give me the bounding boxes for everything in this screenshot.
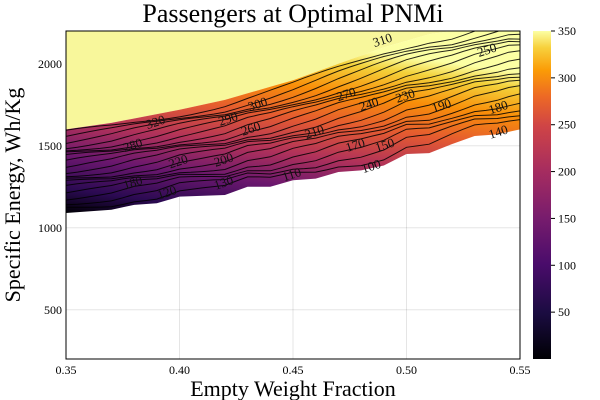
- contour-line: [66, 67, 520, 168]
- contour-label: 300: [246, 94, 269, 114]
- colorbar-ticks: 50 100 150 200 250 300 350: [551, 24, 576, 319]
- x-tick-label: 0.40: [169, 363, 190, 377]
- contour-line: [66, 50, 520, 155]
- contour-line: [66, 110, 520, 201]
- contour-label: 260: [239, 118, 262, 138]
- contour-line: [66, 85, 520, 181]
- contour-label: 120: [155, 182, 178, 202]
- contour-label: 290: [216, 108, 239, 128]
- contour-label: 210: [303, 122, 326, 142]
- contour-line: [66, 73, 520, 175]
- contour-line: [66, 40, 520, 152]
- contour-label: 100: [359, 156, 382, 176]
- contour-label: 250: [475, 40, 498, 60]
- contour-label: 180: [487, 97, 510, 117]
- high-value-region: [66, 31, 452, 130]
- y-tick-label: 500: [44, 303, 62, 317]
- contour-label: 200: [212, 149, 235, 169]
- contour-label: 150: [373, 135, 396, 155]
- plot-frame: [65, 30, 521, 360]
- contour-label: 320: [144, 112, 167, 132]
- colorbar: [533, 31, 551, 359]
- chart-title: Passengers at Optimal PNMi: [142, 0, 443, 28]
- contour-label: 190: [430, 95, 453, 115]
- contour-label: 140: [487, 122, 510, 142]
- contour-line: [66, 79, 520, 179]
- contour-line: [66, 44, 520, 153]
- x-axis-ticks: 0.35 0.40 0.45 0.50 0.55: [56, 363, 531, 377]
- colorbar-tick-label: 250: [558, 118, 576, 132]
- contour-line: [66, 31, 477, 131]
- contour-label: 180: [121, 172, 144, 192]
- contour-label: 270: [334, 84, 357, 104]
- colorbar-tick-label: 300: [558, 71, 576, 85]
- contour-labels: 320 300 310 250 290 260 270 240 230 190 180 280 210 1…: [121, 30, 510, 203]
- x-tick-label: 0.35: [56, 363, 77, 377]
- contour-label: 130: [212, 172, 235, 192]
- contour-label: 310: [371, 30, 394, 50]
- contour-label: 280: [121, 135, 144, 155]
- colorbar-tick-label: 200: [558, 165, 576, 179]
- colorbar-tick-label: 150: [558, 211, 576, 225]
- colorbar-tick-label: 50: [558, 305, 570, 319]
- y-tick-label: 1500: [38, 139, 62, 153]
- x-tick-label: 0.50: [396, 363, 417, 377]
- y-axis-label: Specific Energy, Wh/Kg: [0, 88, 25, 303]
- contour-line: [66, 76, 520, 178]
- y-axis-ticks: 500 1000 1500 2000: [38, 57, 62, 317]
- y-tick-label: 2000: [38, 57, 62, 71]
- contour-line: [66, 38, 520, 150]
- contour-label: 110: [280, 164, 303, 184]
- y-tick-label: 1000: [38, 221, 62, 235]
- contour-line: [66, 102, 520, 194]
- colorbar-tick-label: 350: [558, 24, 576, 38]
- colorbar-tick-label: 100: [558, 258, 576, 272]
- contour-line: [66, 58, 520, 161]
- contour-label: 240: [357, 94, 380, 114]
- contour-line: [66, 33, 520, 144]
- contour-line: [66, 31, 501, 137]
- contour-line: [66, 115, 520, 206]
- x-tick-label: 0.55: [510, 363, 531, 377]
- contour-label: 170: [344, 135, 367, 155]
- x-tick-label: 0.45: [283, 363, 304, 377]
- x-axis-label: Empty Weight Fraction: [190, 376, 396, 400]
- contour-label: 230: [394, 85, 417, 105]
- contour-label: 220: [167, 151, 190, 171]
- contour-line: [66, 93, 520, 186]
- contour-lines: [66, 31, 520, 208]
- contour-line: [66, 119, 520, 208]
